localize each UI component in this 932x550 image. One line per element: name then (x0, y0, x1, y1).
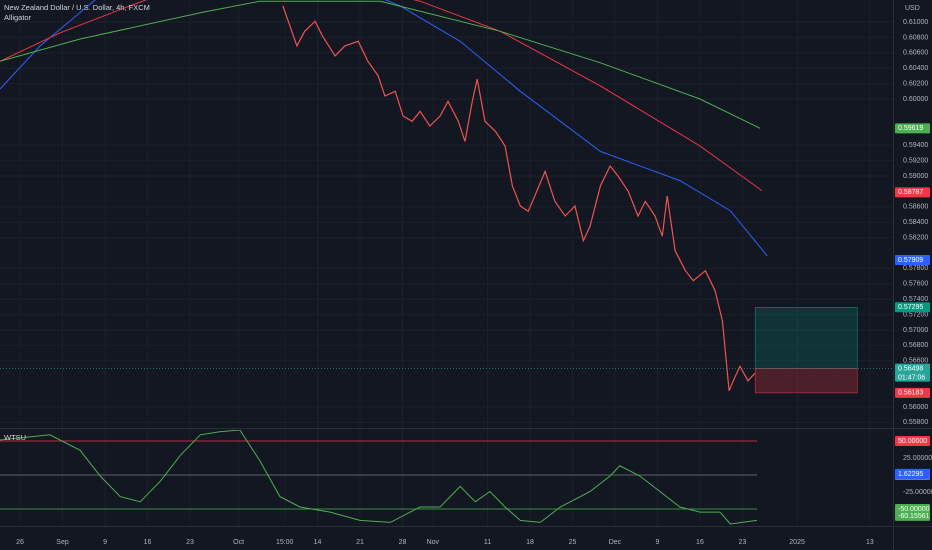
badge-label: 1.62295 (898, 471, 923, 478)
price-badge (895, 387, 930, 398)
x-tick-label: 14 (314, 539, 322, 546)
price-badge (895, 510, 930, 521)
y-tick-label: 0.57400 (903, 296, 928, 303)
x-tick-label: Oct (233, 539, 244, 546)
y-tick-label: 0.60200 (903, 80, 928, 87)
price-badge (895, 468, 930, 479)
y-tick-label: 0.58200 (903, 234, 928, 241)
x-tick-label: 21 (356, 539, 364, 546)
y-tick-label: 0.61000 (903, 19, 928, 26)
x-tick-label: 11 (484, 539, 491, 546)
series-line (0, 430, 758, 525)
y-tick-label: 0.57800 (903, 265, 928, 272)
badge-label: 50.00000 (898, 438, 927, 445)
grid (0, 0, 893, 526)
badge-label: 0.56498 (898, 365, 923, 372)
x-tick-label: 28 (399, 539, 407, 546)
y-tick-label: 0.60600 (903, 50, 928, 57)
badge-label: -50.00000 (898, 506, 930, 513)
x-tick-label: 16 (696, 539, 704, 546)
price-badge (895, 255, 930, 266)
position-profit (754, 307, 858, 369)
series-line (0, 0, 768, 257)
x-tick-label: 23 (739, 539, 747, 546)
badge-label: 0.58787 (898, 189, 923, 196)
badge-label: 0.57295 (898, 304, 923, 311)
y-tick-label: 0.59400 (903, 142, 928, 149)
y-tick-label: 0.57200 (903, 311, 928, 318)
x-tick-label: 18 (526, 539, 534, 546)
x-tick-label: 23 (186, 539, 194, 546)
x-tick-label: 13 (866, 539, 874, 546)
badge-label: -60.15561 (898, 513, 930, 520)
y-tick-label: 0.60800 (903, 34, 928, 41)
x-tick-label: 9 (103, 539, 107, 546)
price-badge (895, 302, 930, 313)
currency: USD (905, 5, 920, 12)
y-tick-label: 0.57000 (903, 327, 928, 334)
series-line (282, 5, 756, 392)
price-pane (0, 0, 893, 394)
position-loss (754, 368, 858, 394)
x-tick-label: 25 (569, 539, 577, 546)
badge-label: 0.56183 (898, 390, 923, 397)
x-tick-label: 15:00 (276, 539, 294, 546)
x-tick-label: 2025 (789, 539, 805, 546)
y-tick-label: 25.00000 (903, 455, 932, 462)
oscillator-pane (0, 430, 758, 525)
y-tick-label: 0.60400 (903, 65, 928, 72)
y-tick-label: 0.56000 (903, 404, 928, 411)
y-tick-label: 0.58400 (903, 219, 928, 226)
y-tick-label: 0.59200 (903, 157, 928, 164)
y-tick-label: 0.58600 (903, 204, 928, 211)
price-badge (895, 363, 930, 382)
y-tick-label: -25.00000 (903, 489, 932, 496)
y-tick-label: 0.56600 (903, 358, 928, 365)
series-line (0, 0, 763, 192)
symbol-title: New Zealand Dollar / U.S. Dollar, 4h, FX… (4, 3, 150, 12)
x-tick-label: Sep (56, 539, 69, 546)
series-line (0, 0, 761, 129)
y-tick-label: 0.60000 (903, 96, 928, 103)
y-tick-label: 0.57600 (903, 281, 928, 288)
y-tick-label: 0.55800 (903, 419, 928, 426)
oscillator-name: WTSU (4, 433, 26, 442)
x-tick-label: 9 (656, 539, 660, 546)
x-tick-label: 16 (144, 539, 152, 546)
x-tick-label: 26 (16, 539, 24, 546)
badge-label: 0.59619 (898, 125, 923, 132)
x-tick-label: Dec (609, 539, 622, 546)
countdown: 01:47:06 (898, 374, 925, 381)
y-tick-label: 0.56800 (903, 342, 928, 349)
indicator-name: Alligator (4, 13, 32, 22)
axes: 26 Sep 9 16 23 Oct 15:00 14 21 28 Nov 11 18 25 Dec 9 16 2… (16, 19, 932, 546)
price-badge (895, 187, 930, 198)
x-tick-label: Nov (427, 539, 440, 546)
badge-label: 0.57909 (898, 257, 923, 264)
y-tick-label: 0.59000 (903, 173, 928, 180)
price-badge (895, 436, 930, 447)
price-badge (895, 123, 930, 134)
